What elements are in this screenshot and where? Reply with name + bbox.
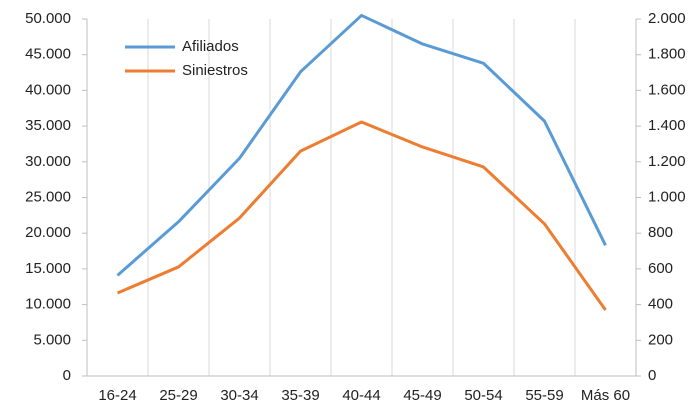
y2-tick-label: 1.600: [648, 81, 686, 98]
y-tick-label: 0: [63, 367, 71, 384]
series-line: [116, 13, 607, 277]
legend-label: Siniestros: [182, 62, 248, 79]
y-tick-label: 5.000: [33, 331, 71, 348]
y-tick-label: 30.000: [25, 153, 71, 170]
y-tick-label: 25.000: [25, 188, 71, 205]
legend-label: Afiliados: [182, 38, 239, 55]
y2-tick-label: 1.800: [648, 46, 686, 63]
x-tick-label: 45-49: [403, 387, 441, 404]
series-line: [116, 120, 607, 311]
y-tick-label: 10.000: [25, 296, 71, 313]
y2-tick-label: 2.000: [648, 10, 686, 27]
y-tick-label: 35.000: [25, 117, 71, 134]
x-tick-label: 16-24: [98, 387, 136, 404]
y2-tick-label: 800: [648, 224, 673, 241]
y-tick-label: 40.000: [25, 81, 71, 98]
y-tick-label: 20.000: [25, 224, 71, 241]
y2-tick-label: 1.400: [648, 117, 686, 134]
x-tick-label: 25-29: [159, 387, 197, 404]
x-tick-label: 50-54: [464, 387, 502, 404]
x-tick-label: 35-39: [281, 387, 319, 404]
x-tick-label: 55-59: [525, 387, 563, 404]
x-tick-label: 30-34: [220, 387, 258, 404]
y2-tick-label: 1.000: [648, 188, 686, 205]
y2-tick-label: 0: [648, 367, 656, 384]
x-tick-label: Más 60: [581, 387, 630, 404]
y-tick-label: 15.000: [25, 260, 71, 277]
y2-tick-label: 1.200: [648, 153, 686, 170]
y2-tick-label: 200: [648, 331, 673, 348]
y2-tick-label: 400: [648, 296, 673, 313]
x-tick-label: 40-44: [342, 387, 380, 404]
y-tick-label: 45.000: [25, 46, 71, 63]
y2-tick-label: 600: [648, 260, 673, 277]
y-tick-label: 50.000: [25, 10, 71, 27]
